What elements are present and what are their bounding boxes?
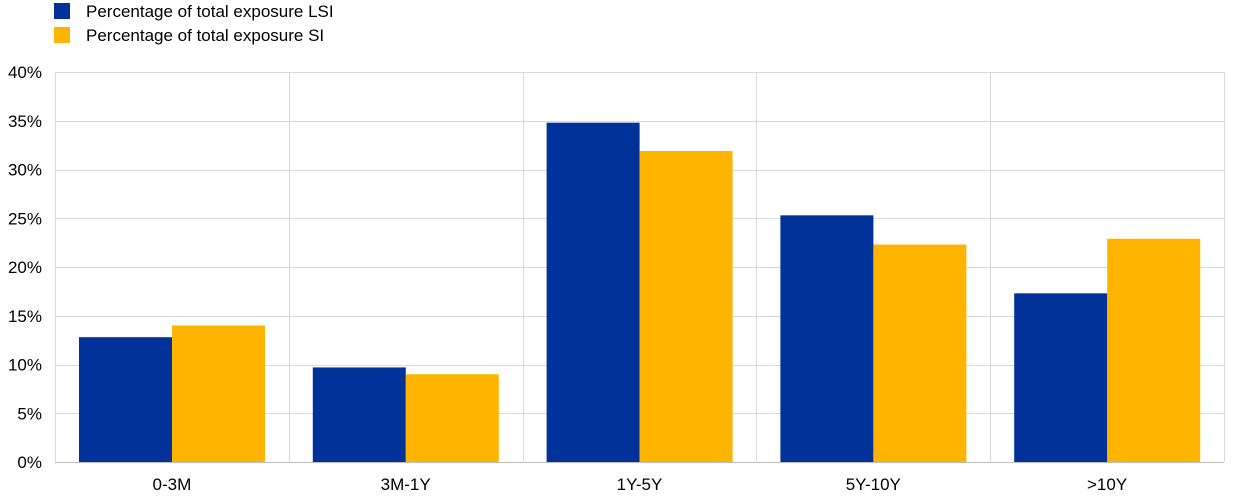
y-tick-label-5: 25%	[8, 209, 42, 228]
bar-03M-series-1	[79, 337, 172, 462]
bar-1Y5Y-series-2	[639, 150, 733, 462]
legend-swatch-1	[54, 3, 70, 19]
y-tick-label-0: 0%	[17, 453, 42, 472]
x-tick-label-3: 5Y-10Y	[846, 475, 901, 494]
bar-03M-series-2	[172, 325, 265, 462]
y-tick-label-8: 40%	[8, 63, 42, 82]
y-tick-label-4: 20%	[8, 258, 42, 277]
bar-3M1Y-series-1	[312, 367, 406, 462]
y-axis-ticks: 0% 5% 10% 15% 20% 25% 30% 35% 40%	[8, 63, 42, 472]
y-tick-label-7: 35%	[8, 112, 42, 131]
x-tick-label-1: 3M-1Y	[381, 475, 431, 494]
y-tick-label-2: 10%	[8, 356, 42, 375]
bar-10Y-series-2	[1107, 238, 1201, 462]
y-tick-label-6: 30%	[8, 161, 42, 180]
y-tick-label-1: 5%	[17, 404, 42, 423]
legend-swatch-2	[54, 27, 70, 43]
bar-5Y10Y-series-2	[873, 244, 967, 462]
x-tick-label-2: 1Y-5Y	[617, 475, 663, 494]
bar-1Y5Y-series-1	[546, 122, 640, 462]
bars	[79, 122, 1201, 462]
legend: Percentage of total exposure LSI Percenta…	[54, 2, 334, 45]
legend-label-2: Percentage of total exposure SI	[86, 26, 324, 45]
x-tick-label-4: >10Y	[1087, 475, 1127, 494]
legend-label-1: Percentage of total exposure LSI	[86, 2, 334, 21]
y-tick-label-3: 15%	[8, 307, 42, 326]
x-axis-ticks: 0-3M 3M-1Y 1Y-5Y 5Y-10Y >10Y	[153, 475, 1128, 494]
bar-5Y10Y-series-1	[780, 215, 874, 462]
bar-10Y-series-1	[1014, 293, 1108, 462]
x-tick-label-0: 0-3M	[153, 475, 192, 494]
bar-3M1Y-series-2	[405, 374, 499, 462]
